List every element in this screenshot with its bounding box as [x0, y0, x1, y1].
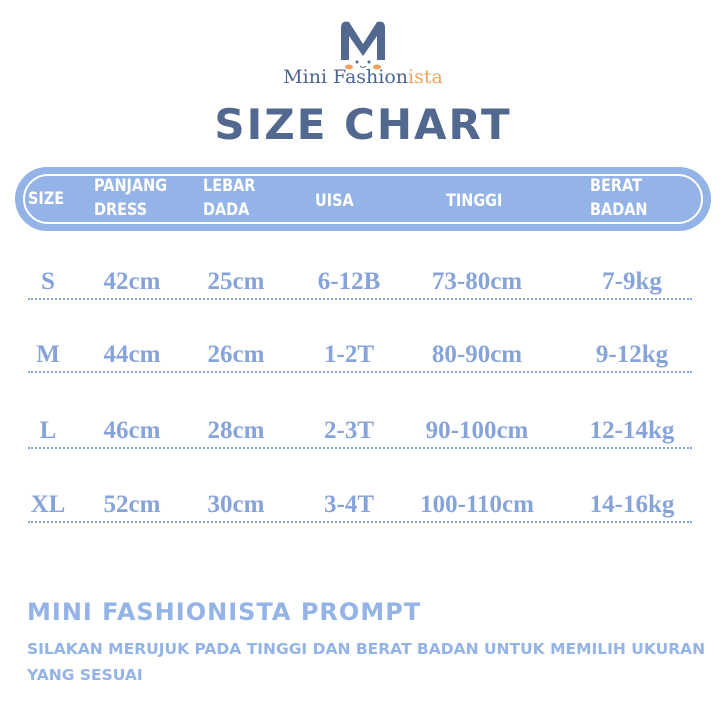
row-divider	[28, 521, 692, 523]
table-cell: 42cm	[103, 268, 161, 295]
header-tinggi: TINGGI	[446, 191, 503, 211]
table-cell: 52cm	[103, 491, 161, 518]
row-divider	[28, 371, 692, 373]
table-cell: 44cm	[103, 341, 161, 368]
table-cell: 14-16kg	[589, 491, 675, 518]
header-usia: UISA	[315, 191, 354, 211]
prompt-text: SILAKAN MERUJUK PADA TINGGI DAN BERAT BA…	[27, 640, 706, 684]
header-lebar: LEBAR DADA	[203, 176, 256, 220]
table-row: M 44cm 26cm 1-2T 80-90cm 9-12kg	[0, 341, 726, 371]
table-cell: S	[41, 268, 55, 295]
header-panjang: PANJANG DRESS	[94, 176, 168, 220]
table-cell: 25cm	[207, 268, 265, 295]
table-cell: 1-2T	[324, 341, 374, 368]
prompt-title: MINI FASHIONISTA PROMPT	[27, 598, 422, 626]
page-title: SIZE CHART	[214, 100, 512, 149]
table-row: S 42cm 25cm 6-12B 73-80cm 7-9kg	[0, 268, 726, 298]
table-cell: 9-12kg	[595, 341, 669, 368]
table-cell: 100-110cm	[420, 491, 534, 518]
table-cell: XL	[30, 491, 66, 518]
row-divider	[28, 298, 692, 300]
table-cell: L	[39, 417, 57, 444]
table-cell: 73-80cm	[431, 268, 523, 295]
table-cell: 30cm	[207, 491, 265, 518]
table-cell: 90-100cm	[425, 417, 529, 444]
table-cell: 7-9kg	[602, 268, 662, 295]
table-cell: 3-4T	[324, 491, 374, 518]
brand-name: Mini Fashionista	[283, 66, 443, 88]
header-berat: BERAT BADAN	[590, 176, 648, 220]
table-cell: 2-3T	[324, 417, 374, 444]
table-cell: 26cm	[207, 341, 265, 368]
row-divider	[28, 447, 692, 449]
table-cell: 28cm	[207, 417, 265, 444]
table-cell: M	[36, 341, 60, 368]
table-cell: 6-12B	[317, 268, 381, 295]
table-header	[15, 167, 711, 231]
table-cell: 80-90cm	[431, 341, 523, 368]
bunny-m-logo-icon	[341, 21, 385, 70]
table-cell: 12-14kg	[589, 417, 675, 444]
table-row: XL 52cm 30cm 3-4T 100-110cm 14-16kg	[0, 491, 726, 521]
table-cell: 46cm	[103, 417, 161, 444]
header-size: SIZE	[28, 189, 65, 209]
table-row: L 46cm 28cm 2-3T 90-100cm 12-14kg	[0, 417, 726, 447]
